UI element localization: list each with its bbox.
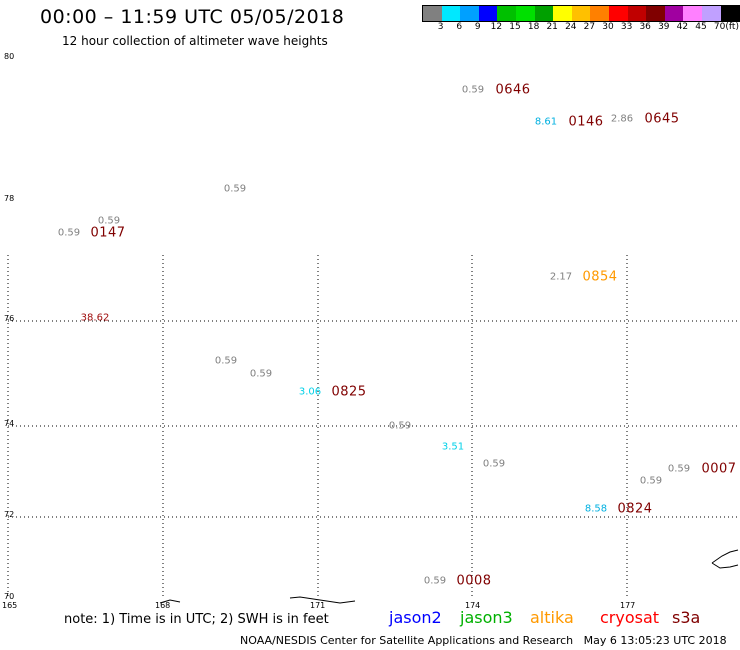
wave-height-label: 0.59 [667,463,691,475]
page-subtitle: 12 hour collection of altimeter wave hei… [62,34,328,48]
wave-height-label: 0.59 [423,575,447,587]
wave-height-label: 3.06 [298,386,322,398]
legend-s3a: s3a [672,608,701,627]
color-swatch [423,6,442,21]
lat-label-78: 78 [4,194,15,203]
legend-altika: altika [530,608,574,627]
legend-jason2: jason2 [389,608,442,627]
pass-time-label: 0824 [617,501,653,517]
wave-height-label: 0.59 [57,227,81,239]
lon-label-168: 168 [155,601,171,610]
color-swatch [664,6,684,21]
color-swatch [720,6,740,21]
color-swatch [683,6,702,21]
wave-height-label: 2.86 [610,113,634,125]
color-scale-label: 39 [658,22,670,32]
color-scale-bar [422,5,740,22]
credit-line: NOAA/NESDIS Center for Satellite Applica… [240,634,727,647]
pass-time-label: 0007 [701,461,737,477]
wave-height-label: 0.59 [214,355,238,367]
wave-height-label: 0.59 [639,475,663,487]
color-scale-label: 33 [620,22,633,32]
color-swatch [553,6,572,21]
color-swatch [497,6,516,21]
wave-height-label: 0.59 [482,458,506,470]
color-scale-label: 27 [583,22,596,32]
lon-label-165: 165 [2,601,18,610]
pass-time-label: 0854 [582,269,618,285]
color-swatch [627,6,647,21]
color-scale-label: 3 [437,22,444,32]
color-scale-label: 18 [527,22,540,32]
color-swatch [571,6,591,21]
page-title: 00:00 – 11:59 UTC 05/05/2018 [40,6,345,28]
wave-height-label: 0.59 [97,215,121,227]
lat-label-76: 76 [4,314,15,323]
lat-label-72: 72 [4,510,15,519]
color-scale-label: 12 [490,22,503,32]
pass-time-label: 0646 [495,82,531,98]
credit-text: NOAA/NESDIS Center for Satellite Applica… [240,634,574,647]
color-scale-label: 9 [474,22,481,32]
color-scale-label: 42 [676,22,689,32]
wave-height-label: 38.62 [80,312,110,324]
color-swatch [478,6,498,21]
pass-time-label: 0147 [90,225,126,241]
wave-height-label: 8.58 [584,503,608,515]
coastline [159,549,739,604]
color-swatch [701,6,721,21]
legend-cryosat: cryosat [600,608,660,627]
graticule [7,255,740,598]
color-swatch [590,6,609,21]
lat-label-70: 70 [4,592,15,601]
color-swatch [441,6,461,21]
color-scale-label: 24 [565,22,577,32]
wave-height-label: 8.61 [534,116,558,128]
color-swatch [515,6,535,21]
wave-height-label: 0.59 [223,183,247,195]
color-scale-label: 45 [695,22,707,32]
pass-time-label: 0645 [644,111,680,127]
legend-jason3: jason3 [460,608,513,627]
color-scale-label: 21 [546,22,558,32]
wave-height-label: 0.59 [461,84,485,96]
color-swatch [646,6,665,21]
pass-time-label: 0008 [456,573,492,589]
color-scale-label: 6 [456,22,463,32]
color-scale-label: 70 [713,22,726,32]
pass-time-label: 0825 [331,384,367,400]
color-scale-labels: 3 6 9 12 15 18 21 24 27 30 33 36 39 42 45 70 (ft) [422,22,740,34]
lat-label-74: 74 [4,419,15,428]
lon-label-177: 177 [620,601,636,610]
wave-height-label: 0.59 [388,420,412,432]
lon-label-171: 171 [310,601,326,610]
wave-height-label: 0.59 [249,368,273,380]
lat-label-80: 80 [4,52,15,61]
color-swatch [608,6,628,21]
units-note: note: 1) Time is in UTC; 2) SWH is in fe… [64,612,329,627]
wave-height-label: 3.51 [441,441,465,453]
color-swatch [534,6,554,21]
color-scale-label: 36 [639,22,651,32]
generated-timestamp: May 6 13:05:23 UTC 2018 [583,634,727,647]
color-scale-label: 30 [602,22,614,32]
color-scale-label: (ft) [725,22,739,32]
lon-label-174: 174 [465,601,481,610]
pass-time-label: 0146 [568,114,604,130]
color-swatch [460,6,479,21]
wave-height-label: 2.17 [549,271,573,283]
color-scale-label: 15 [509,22,521,32]
